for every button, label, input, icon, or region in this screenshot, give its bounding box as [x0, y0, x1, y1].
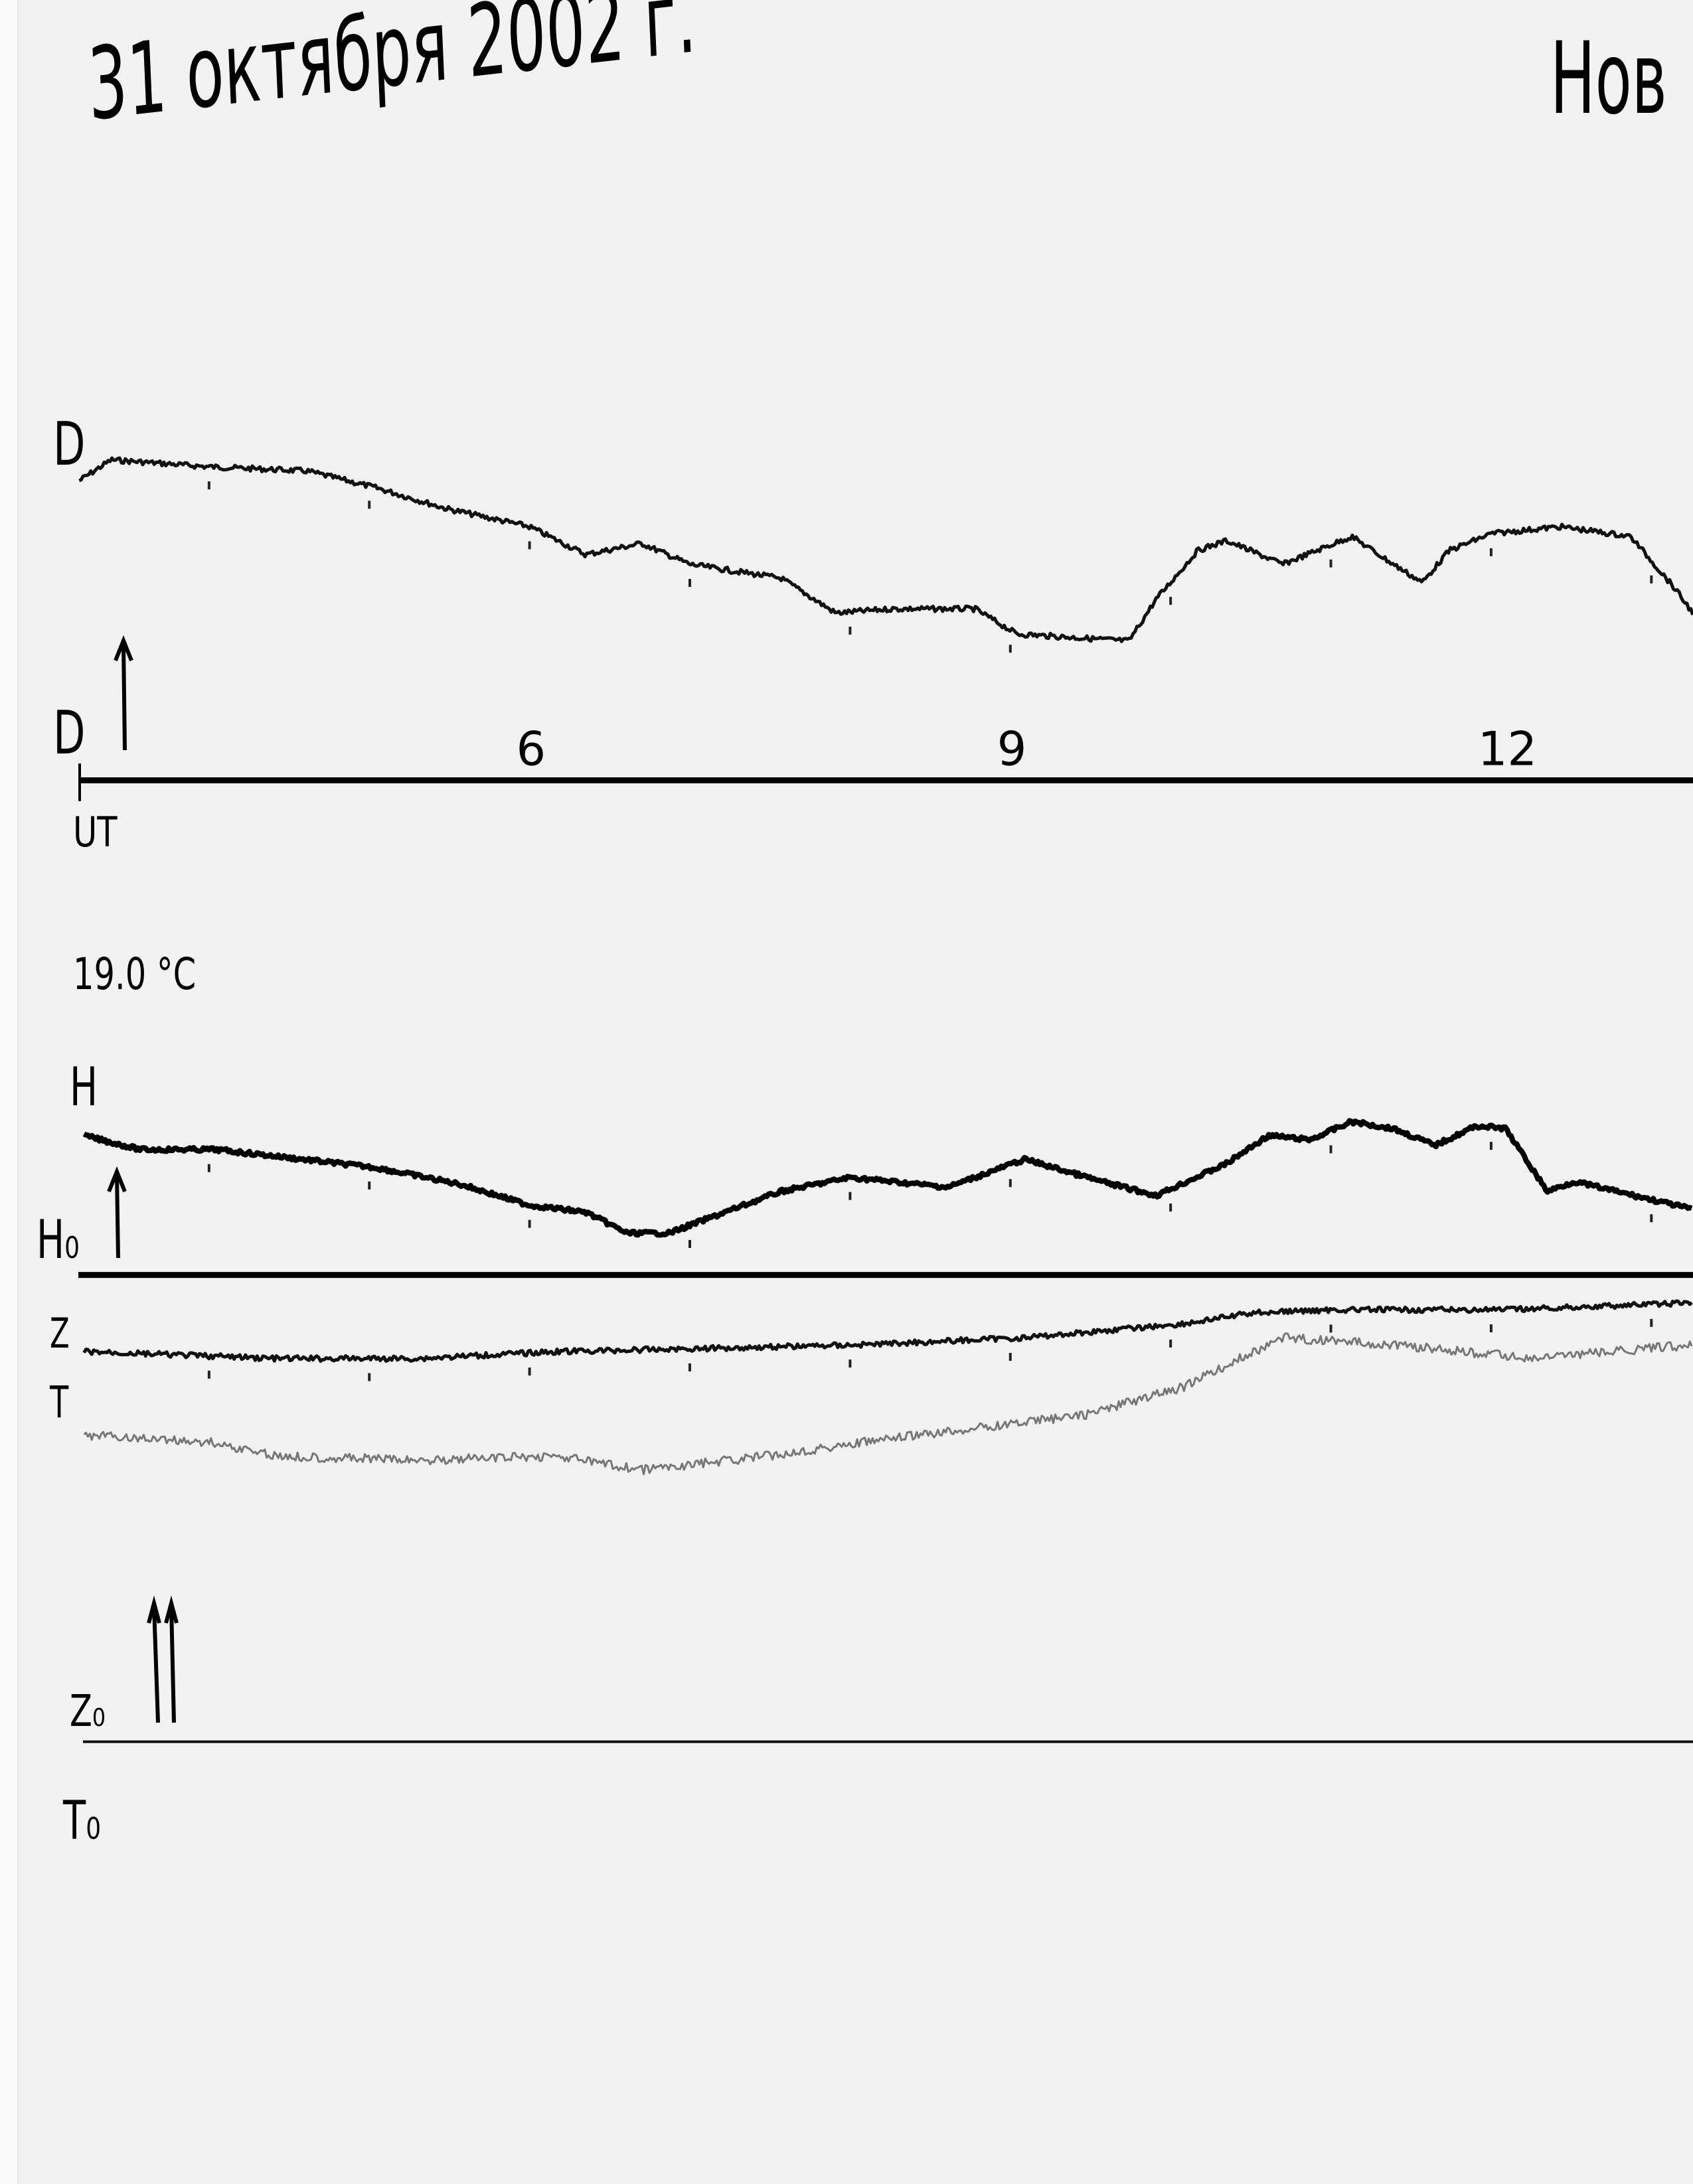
d-baseline-label: D	[53, 699, 86, 768]
h-baseline-label: H₀	[37, 1209, 80, 1271]
d-up-arrow-icon	[114, 635, 133, 751]
date-title: 31 октября 2002 г.	[86, 0, 698, 143]
station-title: Нов	[1550, 21, 1667, 137]
z-baseline-label: Z₀	[70, 1685, 106, 1737]
d-trace-label: D	[53, 410, 86, 479]
ut-label: UT	[73, 809, 118, 857]
trace-d	[78, 456, 1693, 643]
z-up-double-arrow-icon	[147, 1595, 179, 1723]
h-up-arrow-icon	[107, 1166, 127, 1259]
temperature-label: 19.0 °C	[73, 949, 196, 1000]
z-trace-label: Z	[50, 1309, 70, 1358]
arrow-icons	[107, 635, 179, 1723]
x-tick-label: 12	[1478, 722, 1537, 777]
x-tick-label: 6	[517, 722, 546, 777]
trace-t	[83, 1332, 1693, 1476]
paper-edge	[0, 0, 19, 2184]
x-tick-label: 9	[997, 722, 1027, 777]
t-trace-label: T	[49, 1377, 68, 1428]
trace-h	[82, 1118, 1693, 1238]
t-baseline-label: T₀	[62, 1790, 100, 1852]
trace-z	[82, 1299, 1693, 1363]
h-trace-label: H	[70, 1057, 98, 1119]
